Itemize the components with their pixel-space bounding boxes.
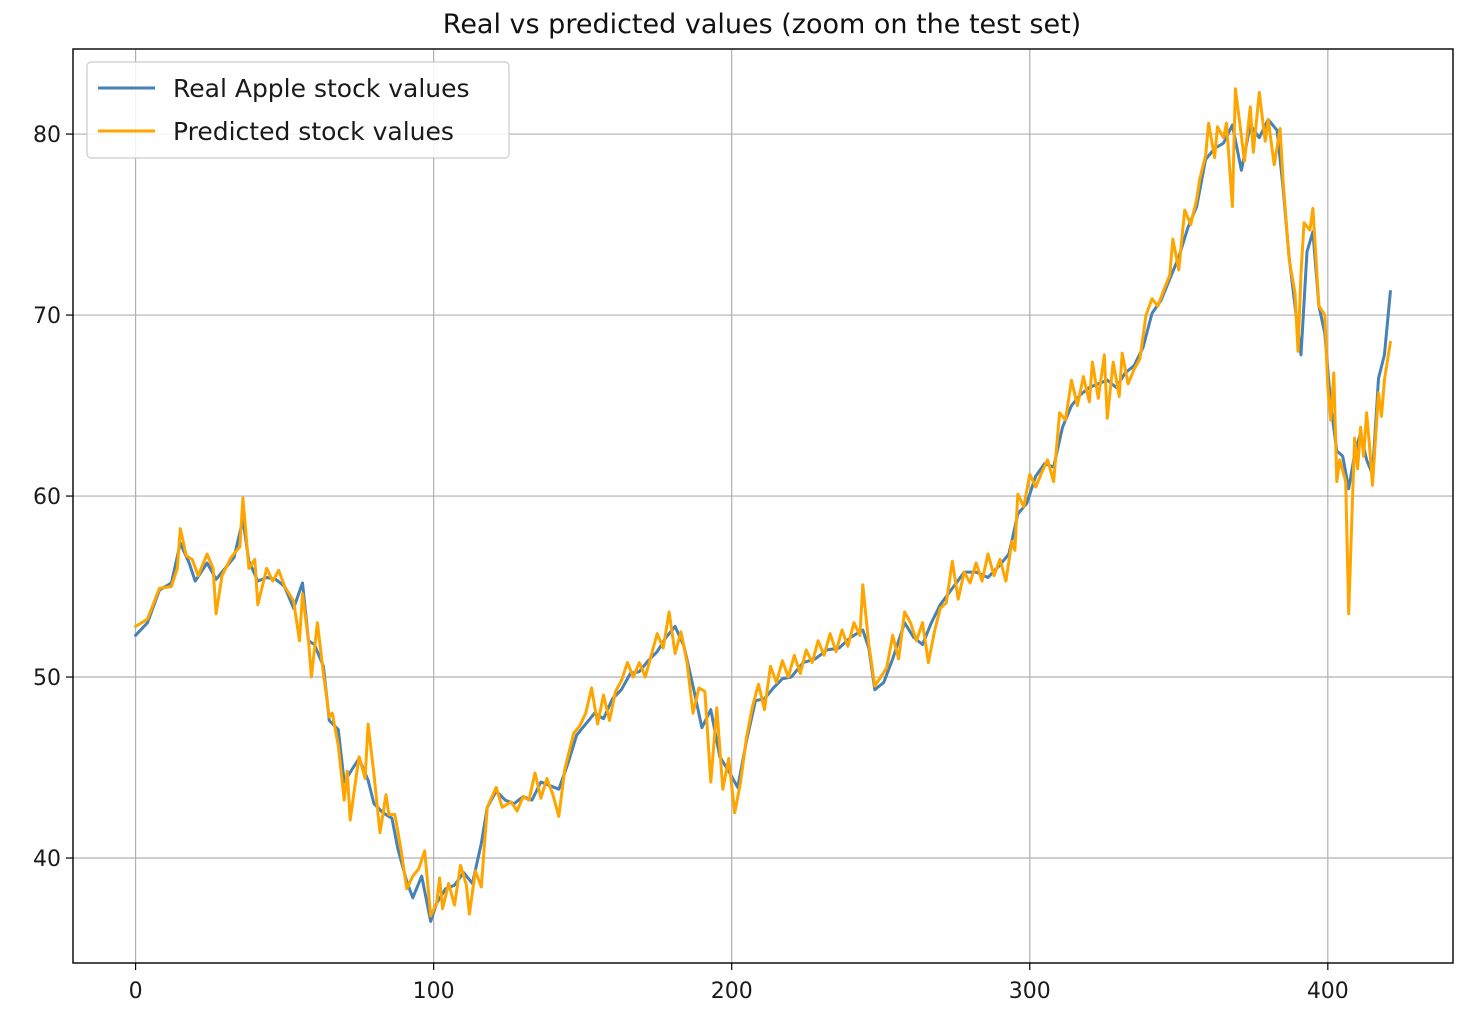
x-axis: 0 100 200 300 400 bbox=[129, 963, 1349, 1004]
grid-lines bbox=[73, 49, 1453, 963]
legend-label-real: Real Apple stock values bbox=[173, 74, 470, 103]
legend: Real Apple stock values Predicted stock … bbox=[86, 61, 510, 159]
y-tick-label: 60 bbox=[33, 485, 61, 510]
y-tick-label: 40 bbox=[33, 847, 61, 872]
series-line-real bbox=[134, 118, 1392, 923]
y-tick-label: 50 bbox=[33, 666, 61, 691]
x-tick-label: 0 bbox=[129, 979, 143, 1004]
x-tick-label: 200 bbox=[711, 979, 753, 1004]
x-tick-label: 400 bbox=[1307, 979, 1349, 1004]
legend-box bbox=[86, 61, 510, 159]
y-tick-label: 80 bbox=[33, 123, 61, 148]
legend-label-predicted: Predicted stock values bbox=[173, 117, 454, 146]
y-tick-label: 70 bbox=[33, 304, 61, 329]
series-line-predicted bbox=[134, 87, 1392, 918]
x-tick-label: 300 bbox=[1009, 979, 1051, 1004]
chart-title: Real vs predicted values (zoom on the te… bbox=[443, 9, 1081, 40]
plot-frame bbox=[72, 48, 1454, 964]
series-lines bbox=[134, 87, 1392, 923]
y-axis: 40 50 60 70 80 bbox=[33, 123, 73, 872]
x-tick-label: 100 bbox=[413, 979, 455, 1004]
